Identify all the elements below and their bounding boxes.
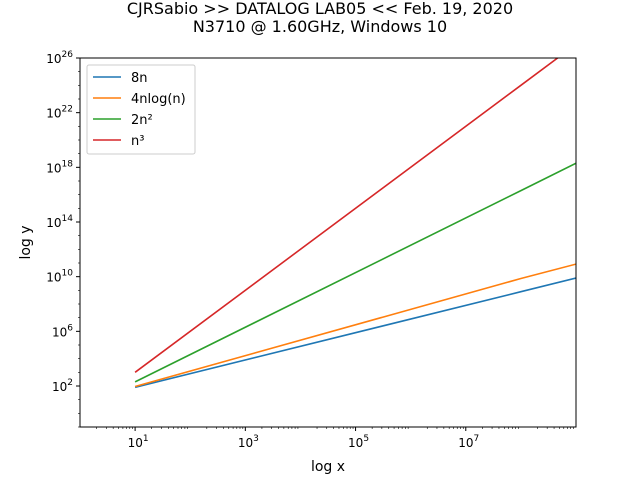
series-line-0	[134, 277, 576, 389]
x-tick-label: 101	[128, 434, 149, 450]
legend-label: 8n	[131, 71, 148, 86]
legend: 8n 4nlog(n) 2n² n³	[86, 64, 196, 155]
y-tick-label: 1026	[46, 50, 73, 66]
legend-box	[86, 64, 196, 155]
chart-subtitle: N3710 @ 1.60GHz, Windows 10	[192, 17, 448, 36]
series-line-1	[134, 263, 576, 388]
x-tick-label: 103	[238, 434, 259, 450]
y-axis-label: log y	[18, 225, 34, 259]
y-tick-label: 1022	[46, 105, 73, 121]
y-tick-label: 1010	[46, 269, 73, 285]
x-tick-label: 107	[458, 434, 479, 450]
x-axis-label: log x	[311, 459, 345, 475]
legend-label: n³	[131, 134, 144, 149]
legend-label: 2n²	[131, 113, 153, 128]
plot-area-frame	[79, 57, 577, 428]
x-tick-label: 105	[348, 434, 369, 450]
y-tick-label: 1014	[46, 214, 73, 230]
y-tick-label: 1018	[46, 159, 73, 175]
series-line-2	[134, 162, 576, 383]
chart-title: CJRSabio >> DATALOG LAB05 << Feb. 19, 20…	[126, 0, 514, 18]
y-tick-label: 106	[52, 323, 73, 339]
chart-title-block: CJRSabio >> DATALOG LAB05 << Feb. 19, 20…	[0, 0, 640, 36]
legend-label: 4nlog(n)	[131, 92, 186, 107]
y-tick-label: 102	[52, 378, 73, 394]
series-line-3	[134, 58, 559, 373]
